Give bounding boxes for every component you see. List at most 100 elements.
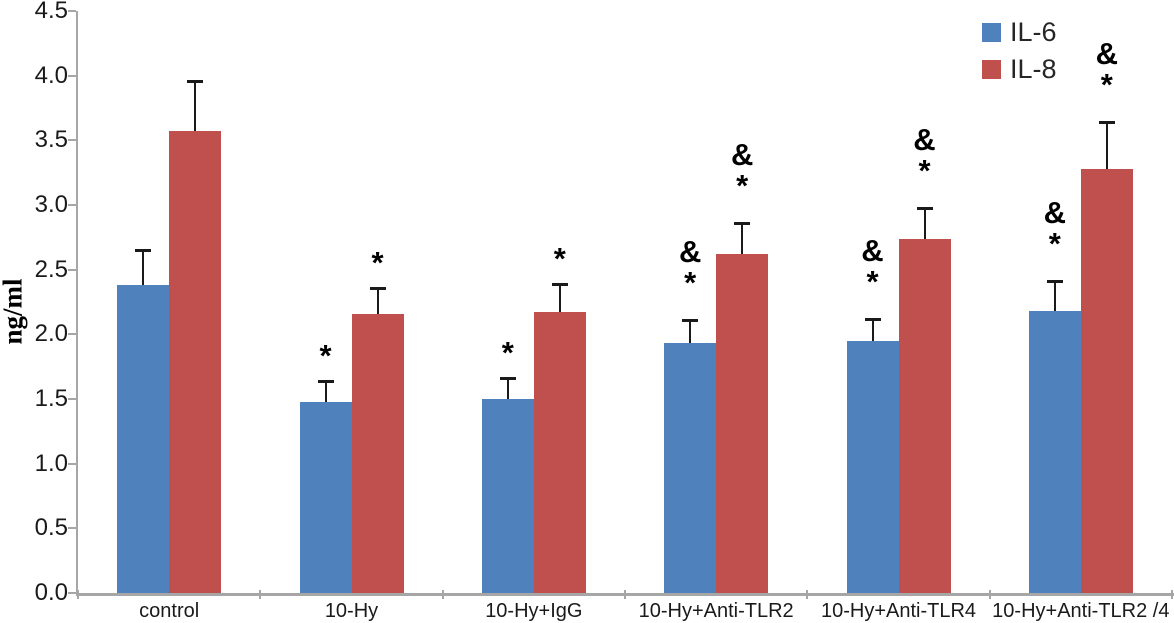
ampersand-mark: & bbox=[913, 121, 936, 157]
error-bar-cap bbox=[1046, 280, 1063, 284]
x-category-label: 10-Hy+Anti-TLR2 bbox=[638, 600, 794, 622]
error-bar-cap bbox=[1098, 121, 1115, 125]
y-axis-tick bbox=[68, 10, 76, 12]
error-bar-line bbox=[689, 320, 692, 344]
error-bar-cap bbox=[682, 319, 699, 323]
y-axis-tick bbox=[68, 398, 76, 400]
y-axis-tick bbox=[68, 139, 76, 142]
x-category-label: 10-Hy bbox=[324, 600, 379, 622]
legend-entry-il6: IL-6 bbox=[982, 18, 1057, 46]
legend-swatch bbox=[982, 22, 1001, 42]
error-bar-cap bbox=[916, 206, 933, 210]
significance-annotation: & * bbox=[1015, 195, 1095, 262]
y-axis-tick bbox=[68, 527, 76, 530]
bar-il8-5 bbox=[898, 238, 951, 593]
error-bar-line bbox=[194, 80, 197, 132]
y-tick-label: 1.0 bbox=[34, 449, 68, 477]
y-tick-label: 4.5 bbox=[34, 0, 68, 24]
bar-il6-5 bbox=[846, 340, 899, 593]
y-axis-tick bbox=[68, 204, 76, 206]
x-axis-tick bbox=[988, 590, 991, 599]
x-category-label: control bbox=[139, 600, 200, 622]
y-axis-line bbox=[76, 11, 78, 596]
bar-il8-2 bbox=[351, 313, 404, 593]
legend-entry-il8: IL-8 bbox=[982, 55, 1057, 83]
error-bar-cap bbox=[734, 222, 751, 226]
error-bar-line bbox=[558, 283, 561, 313]
significance-annotation: * bbox=[286, 337, 366, 373]
ampersand-mark: & bbox=[730, 137, 754, 173]
bar-il6-2 bbox=[299, 401, 352, 593]
x-category-label: 10-Hy+IgG bbox=[485, 600, 583, 622]
y-tick-label: 4.0 bbox=[34, 61, 68, 89]
error-bar-line bbox=[871, 318, 874, 341]
legend-label: IL-6 bbox=[1010, 17, 1057, 47]
significance-annotation: * bbox=[468, 335, 548, 371]
bar-il8-6 bbox=[1080, 168, 1133, 593]
asterisk-mark: * bbox=[1048, 226, 1061, 262]
asterisk-mark: * bbox=[371, 244, 384, 280]
y-axis-tick bbox=[68, 333, 76, 336]
asterisk-mark: * bbox=[866, 263, 879, 299]
asterisk-mark: * bbox=[918, 152, 931, 188]
y-tick-label: 2.0 bbox=[34, 320, 68, 348]
y-tick-label: 2.5 bbox=[34, 255, 68, 283]
y-axis-tick bbox=[68, 462, 76, 465]
ampersand-mark: & bbox=[1095, 36, 1119, 72]
legend: IL-6 IL-8 bbox=[982, 18, 1057, 92]
x-axis-tick bbox=[624, 590, 626, 599]
error-bar-line bbox=[142, 250, 145, 286]
y-axis-tick bbox=[68, 74, 76, 77]
bar-il6-1 bbox=[117, 285, 170, 593]
significance-annotation: & * bbox=[885, 121, 965, 188]
bar-il6-3 bbox=[481, 399, 534, 593]
x-category-label: 10-Hy+Anti-TLR4 bbox=[820, 600, 977, 622]
y-tick-label: 0.0 bbox=[34, 579, 68, 606]
error-bar-line bbox=[741, 223, 744, 255]
error-bar-cap bbox=[135, 249, 152, 253]
asterisk-mark: * bbox=[684, 265, 697, 301]
error-bar-line bbox=[324, 380, 327, 402]
ampersand-mark: & bbox=[1043, 195, 1067, 231]
bar-il8-3 bbox=[533, 312, 586, 593]
bar-il6-4 bbox=[664, 343, 717, 593]
error-bar-cap bbox=[369, 286, 386, 290]
asterisk-mark: * bbox=[501, 335, 514, 371]
bar-il8-1 bbox=[169, 131, 222, 593]
asterisk-mark: * bbox=[736, 168, 749, 204]
x-axis-tick bbox=[441, 590, 444, 599]
significance-annotation: & * bbox=[702, 137, 782, 204]
x-axis-tick bbox=[1171, 590, 1173, 599]
error-bar-cap bbox=[317, 379, 334, 383]
error-bar-line bbox=[1105, 122, 1108, 169]
error-bar-cap bbox=[551, 282, 568, 286]
error-bar-line bbox=[1053, 281, 1056, 312]
y-axis-tick bbox=[68, 592, 76, 594]
y-tick-label: 3.5 bbox=[34, 126, 68, 154]
error-bar-cap bbox=[187, 79, 204, 83]
x-axis-tick bbox=[77, 590, 79, 599]
significance-annotation: & * bbox=[650, 234, 730, 301]
ampersand-mark: & bbox=[678, 234, 702, 270]
asterisk-mark: * bbox=[319, 337, 332, 373]
legend-swatch bbox=[982, 59, 1001, 79]
y-tick-label: 0.5 bbox=[34, 514, 68, 542]
bar-il6-6 bbox=[1028, 311, 1081, 593]
x-axis-tick bbox=[259, 590, 262, 599]
error-bar-cap bbox=[864, 317, 881, 321]
x-axis-tick bbox=[806, 590, 809, 599]
ampersand-mark: & bbox=[861, 232, 884, 268]
significance-annotation: * bbox=[520, 240, 600, 276]
error-bar-cap bbox=[499, 377, 516, 381]
y-tick-label: 3.0 bbox=[34, 191, 68, 218]
significance-annotation: & * bbox=[1067, 36, 1147, 103]
error-bar-line bbox=[376, 287, 379, 314]
significance-annotation: * bbox=[338, 244, 418, 280]
y-axis-tick bbox=[68, 268, 76, 271]
asterisk-mark: * bbox=[553, 240, 566, 276]
asterisk-mark: * bbox=[1100, 67, 1113, 103]
error-bar-line bbox=[923, 207, 926, 239]
x-category-label: 10-Hy+Anti-TLR2 /4 bbox=[992, 600, 1170, 622]
legend-label: IL-8 bbox=[1010, 54, 1057, 84]
